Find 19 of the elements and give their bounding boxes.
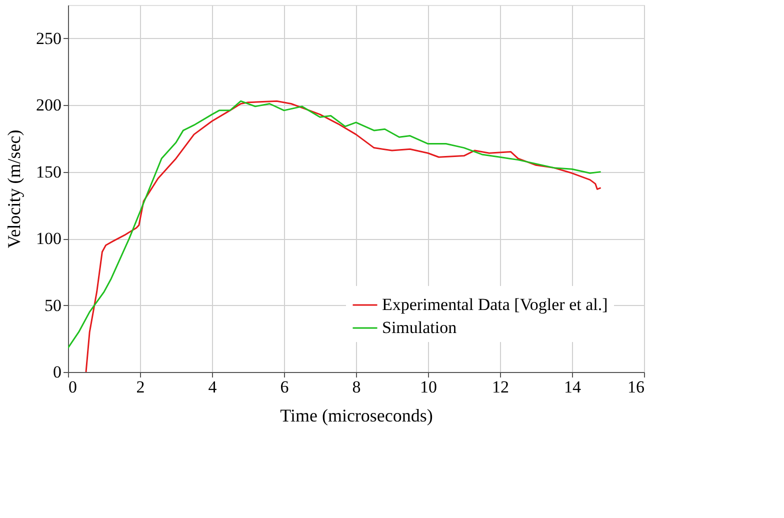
x-tick-label: 6	[280, 378, 289, 396]
x-tick-label: 12	[492, 378, 509, 396]
y-axis-title: Velocity (m/sec)	[4, 130, 24, 248]
x-tick-label: 4	[208, 378, 218, 396]
y-tick-label: 150	[36, 162, 62, 182]
x-axis-title: Time (microseconds)	[280, 406, 433, 426]
x-tick-label: 2	[136, 378, 145, 396]
legend-label: Simulation	[382, 318, 458, 337]
y-tick-label: 200	[36, 96, 62, 115]
y-tick-label: 50	[44, 296, 62, 315]
x-tick-label: 8	[352, 378, 361, 396]
y-tick-label: 0	[53, 362, 62, 382]
y-tick-label: 100	[36, 229, 62, 248]
y-tick-label: 250	[36, 28, 62, 48]
legend-label: Experimental Data [Vogler et al.]	[382, 295, 608, 314]
x-tick-label: 0	[68, 378, 77, 396]
x-tick-label: 14	[564, 378, 582, 396]
x-tick-label: 16	[628, 378, 644, 396]
x-tick-label: 10	[420, 378, 437, 396]
